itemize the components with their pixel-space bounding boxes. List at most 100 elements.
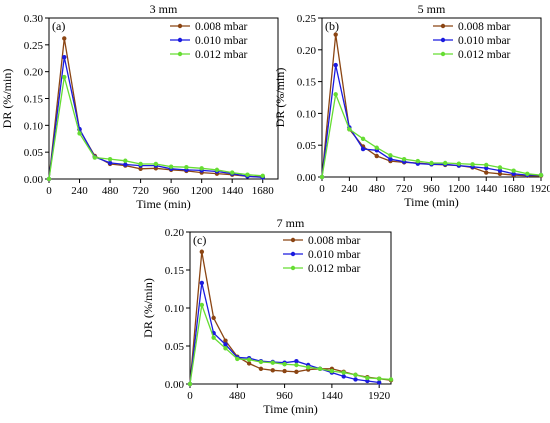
- data-point: [497, 165, 503, 170]
- data-point: [223, 342, 228, 347]
- panel-label: (a): [52, 19, 65, 33]
- data-point: [211, 335, 216, 340]
- data-point: [270, 360, 275, 365]
- y-axis-label: DR (%/min): [273, 68, 287, 128]
- series-line-2: [189, 282, 380, 385]
- data-point: [62, 74, 67, 80]
- y-axis-label: DR (%/min): [141, 278, 155, 338]
- x-axis-label: Time (min): [263, 402, 318, 416]
- data-point: [246, 361, 252, 366]
- panel-label: (b): [325, 19, 339, 33]
- legend-swatch-marker: [177, 37, 183, 43]
- x-tick-label: 0: [319, 183, 325, 195]
- data-point: [260, 173, 265, 178]
- data-point: [374, 145, 379, 150]
- data-point: [46, 176, 52, 182]
- y-tick-label: 0.20: [297, 45, 317, 57]
- data-point: [230, 170, 235, 175]
- data-point: [317, 366, 323, 371]
- x-tick-label: 1920: [530, 183, 550, 195]
- chart-panel-3: 7 mm (c) 0.00 0.05 0.10 0.15 0.20 0 480 960 1440 19…: [141, 216, 394, 416]
- data-point: [341, 374, 346, 379]
- x-axis-label: Time (min): [404, 195, 459, 209]
- data-point: [341, 370, 346, 375]
- x-tick-label: 1680: [503, 183, 526, 195]
- x-tick-label: 720: [132, 185, 149, 197]
- y-tick-label: 0.20: [24, 67, 44, 79]
- legend-label: 0.010 mbar: [308, 249, 361, 261]
- y-tick-label: 0.00: [165, 379, 185, 391]
- series-line-2: [48, 57, 263, 180]
- y-tick-label: 0.25: [24, 40, 44, 52]
- data-point: [360, 136, 366, 142]
- legend-swatch-marker: [177, 23, 183, 29]
- y-tick-label: 0.00: [297, 172, 317, 184]
- data-point: [214, 167, 220, 173]
- y-axis-label: DR (%/min): [0, 69, 14, 129]
- x-tick-label: 240: [71, 185, 88, 197]
- panel-label: (c): [193, 233, 206, 247]
- data-point: [333, 62, 338, 68]
- data-point: [388, 156, 393, 162]
- x-tick-label: 960: [163, 185, 180, 197]
- data-point: [138, 166, 143, 172]
- data-point: [538, 172, 544, 178]
- x-tick-label: 480: [102, 185, 119, 197]
- y-tick-label: 0.05: [165, 341, 185, 353]
- data-point: [333, 32, 338, 37]
- data-point: [184, 164, 189, 170]
- x-tick-label: 1680: [252, 185, 275, 197]
- data-point: [376, 380, 382, 385]
- y-tick-label: 0.30: [24, 13, 44, 25]
- data-point: [306, 365, 311, 370]
- data-point: [282, 362, 287, 367]
- data-point: [270, 368, 275, 373]
- x-tick-label: 240: [341, 183, 358, 195]
- legend-label: 0.008 mbar: [458, 21, 511, 33]
- data-point: [470, 162, 475, 167]
- legend-label: 0.012 mbar: [458, 49, 511, 61]
- chart-panel-2: 5 mm (b) 0.00 0.05 0.10 0.15 0.20 0.25 0 240 480 72…: [273, 2, 550, 209]
- data-point: [168, 164, 174, 169]
- data-point: [365, 375, 370, 381]
- data-point: [319, 174, 325, 180]
- data-point: [294, 369, 299, 375]
- data-point: [484, 162, 489, 168]
- data-point: [429, 160, 434, 166]
- data-point: [199, 249, 205, 254]
- data-point: [365, 378, 370, 384]
- data-point: [353, 377, 358, 382]
- legend-label: 0.008 mbar: [308, 235, 361, 247]
- data-point: [484, 170, 489, 175]
- data-point: [223, 346, 228, 351]
- y-tick-label: 0.15: [165, 265, 185, 277]
- x-tick-label: 1440: [221, 185, 244, 197]
- legend-swatch-marker: [290, 265, 296, 271]
- data-point: [235, 356, 240, 362]
- data-point: [246, 357, 252, 362]
- series-line-2: [321, 64, 541, 178]
- data-point: [511, 168, 516, 173]
- data-point: [484, 165, 489, 171]
- legend-label: 0.012 mbar: [195, 49, 248, 61]
- data-point: [258, 366, 264, 371]
- chart-title: 7 mm: [277, 216, 305, 230]
- data-point: [138, 161, 143, 167]
- y-tick-label: 0.10: [297, 108, 317, 120]
- x-axis-label: Time (min): [136, 197, 191, 211]
- data-point: [282, 368, 287, 374]
- y-tick-label: 0.05: [24, 147, 44, 159]
- data-point: [153, 161, 159, 167]
- x-tick-label: 1200: [191, 185, 214, 197]
- x-tick-label: 1200: [448, 183, 471, 195]
- data-point: [294, 359, 299, 364]
- series-line-3: [189, 304, 392, 385]
- data-point: [199, 280, 205, 286]
- data-point: [388, 153, 393, 158]
- data-point: [353, 372, 358, 378]
- data-point: [374, 153, 379, 159]
- data-point: [360, 146, 366, 152]
- data-point: [107, 156, 113, 162]
- y-tick-label: 0.15: [297, 77, 317, 89]
